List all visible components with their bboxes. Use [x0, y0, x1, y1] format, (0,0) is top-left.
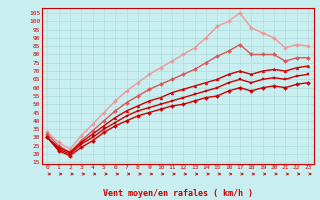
Text: Vent moyen/en rafales ( km/h ): Vent moyen/en rafales ( km/h ) [103, 189, 252, 198]
